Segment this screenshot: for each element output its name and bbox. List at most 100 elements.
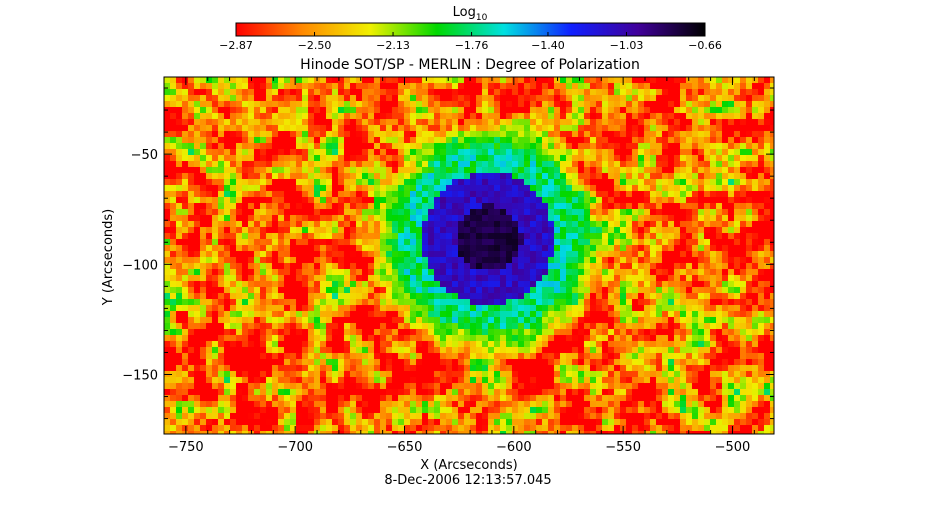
heatmap-cell	[260, 251, 266, 257]
heatmap-cell	[266, 143, 272, 149]
heatmap-cell	[200, 197, 206, 203]
heatmap-cell	[446, 149, 452, 155]
heatmap-cell	[710, 131, 716, 137]
heatmap-cell	[326, 203, 332, 209]
heatmap-cell	[572, 101, 578, 107]
heatmap-cell	[722, 317, 728, 323]
heatmap-cell	[614, 203, 620, 209]
heatmap-cell	[320, 263, 326, 269]
heatmap-cell	[614, 311, 620, 317]
heatmap-cell	[578, 161, 584, 167]
heatmap-cell	[584, 197, 590, 203]
heatmap-cell	[734, 107, 740, 113]
heatmap-cell	[698, 329, 704, 335]
heatmap-cell	[512, 185, 518, 191]
heatmap-cell	[356, 323, 362, 329]
heatmap-cell	[506, 107, 512, 113]
heatmap-cell	[704, 305, 710, 311]
heatmap-cell	[764, 233, 770, 239]
heatmap-cell	[248, 335, 254, 341]
heatmap-cell	[254, 77, 260, 83]
heatmap-cell	[566, 257, 572, 263]
heatmap-cell	[254, 233, 260, 239]
heatmap-cell	[440, 257, 446, 263]
heatmap-cell	[446, 239, 452, 245]
heatmap-cell	[176, 221, 182, 227]
heatmap-cell	[290, 101, 296, 107]
heatmap-cell	[350, 197, 356, 203]
heatmap-cell	[332, 275, 338, 281]
heatmap-cell	[170, 293, 176, 299]
heatmap-cell	[266, 101, 272, 107]
heatmap-cell	[404, 221, 410, 227]
heatmap-cell	[458, 269, 464, 275]
heatmap-cell	[524, 137, 530, 143]
heatmap-cell	[608, 281, 614, 287]
heatmap-cell	[650, 353, 656, 359]
heatmap-cell	[416, 359, 422, 365]
heatmap-cell	[662, 155, 668, 161]
heatmap-cell	[584, 125, 590, 131]
heatmap-cell	[200, 143, 206, 149]
heatmap-cell	[764, 305, 770, 311]
heatmap-cell	[590, 311, 596, 317]
heatmap-cell	[248, 131, 254, 137]
heatmap-cell	[320, 83, 326, 89]
heatmap-cell	[584, 83, 590, 89]
heatmap-cell	[302, 335, 308, 341]
heatmap-cell	[308, 239, 314, 245]
heatmap-cell	[218, 341, 224, 347]
heatmap-cell	[740, 329, 746, 335]
heatmap-cell	[662, 101, 668, 107]
heatmap-cell	[506, 125, 512, 131]
heatmap-cell	[560, 167, 566, 173]
heatmap-cell	[326, 131, 332, 137]
heatmap-cell	[236, 143, 242, 149]
heatmap-cell	[650, 287, 656, 293]
heatmap-cell	[356, 221, 362, 227]
heatmap-cell	[296, 365, 302, 371]
heatmap-cell	[710, 185, 716, 191]
heatmap-cell	[596, 353, 602, 359]
heatmap-cell	[602, 101, 608, 107]
heatmap-cell	[386, 161, 392, 167]
heatmap-cell	[698, 161, 704, 167]
heatmap-cell	[494, 293, 500, 299]
heatmap-cell	[596, 179, 602, 185]
heatmap-cell	[608, 305, 614, 311]
heatmap-cell	[278, 257, 284, 263]
heatmap-cell	[368, 197, 374, 203]
heatmap-cell	[380, 335, 386, 341]
heatmap-cell	[692, 101, 698, 107]
heatmap-cell	[440, 263, 446, 269]
heatmap-cell	[248, 215, 254, 221]
heatmap-cell	[524, 329, 530, 335]
heatmap-cell	[368, 287, 374, 293]
heatmap-cell	[590, 335, 596, 341]
heatmap-cell	[662, 287, 668, 293]
heatmap-cell	[188, 311, 194, 317]
heatmap-cell	[362, 353, 368, 359]
heatmap-cell	[476, 287, 482, 293]
heatmap-cell	[416, 299, 422, 305]
heatmap-cell	[314, 287, 320, 293]
heatmap-cell	[416, 215, 422, 221]
heatmap-cell	[236, 221, 242, 227]
heatmap-cell	[332, 161, 338, 167]
heatmap-cell	[620, 269, 626, 275]
heatmap-cell	[566, 113, 572, 119]
heatmap-cell	[626, 287, 632, 293]
heatmap-cell	[656, 107, 662, 113]
heatmap-cell	[392, 257, 398, 263]
heatmap-cell	[488, 323, 494, 329]
heatmap-cell	[710, 173, 716, 179]
heatmap-cell	[542, 317, 548, 323]
heatmap-cell	[620, 215, 626, 221]
heatmap-cell	[704, 179, 710, 185]
heatmap-cell	[470, 149, 476, 155]
heatmap-cell	[422, 125, 428, 131]
heatmap-cell	[188, 353, 194, 359]
heatmap-cell	[704, 215, 710, 221]
heatmap-cell	[590, 83, 596, 89]
heatmap-cell	[386, 155, 392, 161]
